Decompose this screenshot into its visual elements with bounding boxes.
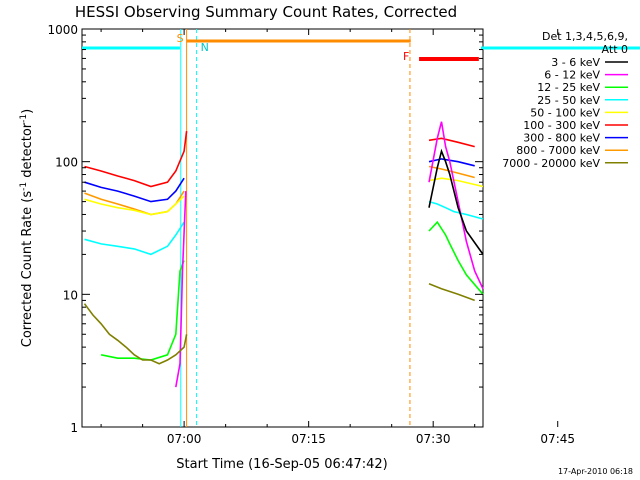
x-tick-label: 07:30 bbox=[416, 432, 451, 446]
series-line-5 bbox=[84, 195, 185, 216]
legend-label: 50 - 100 keV bbox=[530, 106, 600, 119]
series-line-9 bbox=[83, 303, 188, 365]
x-tick-label: 07:15 bbox=[291, 432, 326, 446]
y-tick-label: 100 bbox=[55, 156, 78, 170]
series-line-5 bbox=[428, 177, 484, 188]
series-line-2 bbox=[175, 191, 187, 388]
legend-label: 100 - 300 keV bbox=[523, 119, 600, 132]
series-line-9 bbox=[428, 283, 475, 302]
chart-title: HESSI Observing Summary Count Rates, Cor… bbox=[75, 3, 457, 21]
y-tick-label: 10 bbox=[63, 288, 78, 302]
annotation-S: S bbox=[177, 32, 184, 45]
footer-date-stamp: 17-Apr-2010 06:18 bbox=[558, 467, 633, 476]
legend-label: 6 - 12 keV bbox=[544, 69, 600, 82]
y-axis-label: Corrected Count Rate (s-1 detector-1) bbox=[19, 109, 35, 347]
x-tick-label: 07:45 bbox=[540, 432, 575, 446]
plot-area bbox=[81, 28, 484, 428]
legend-label: 7000 - 20000 keV bbox=[502, 157, 600, 170]
series-line-4 bbox=[428, 200, 484, 220]
series-line-1 bbox=[428, 148, 484, 255]
legend-label: 25 - 50 keV bbox=[537, 94, 600, 107]
y-tick-label: 1 bbox=[70, 421, 78, 435]
legend-label: 300 - 800 keV bbox=[523, 132, 600, 145]
series-line-6 bbox=[84, 131, 188, 188]
series-line-4 bbox=[84, 221, 185, 256]
y-axis-ticks: 1 10 100 1000 bbox=[47, 23, 483, 435]
legend-label: 800 - 7000 keV bbox=[516, 144, 600, 157]
series-line-3 bbox=[100, 260, 185, 361]
legend-label: 12 - 25 keV bbox=[537, 81, 600, 94]
series-line-2 bbox=[428, 121, 484, 290]
x-tick-label: 07:00 bbox=[167, 432, 202, 446]
y-tick-label: 1000 bbox=[47, 23, 78, 37]
series-line-7 bbox=[84, 177, 185, 203]
annotation-N: N bbox=[201, 41, 209, 54]
series-line-6 bbox=[428, 137, 475, 148]
legend-label: 3 - 6 keV bbox=[551, 56, 600, 69]
series-line-3 bbox=[428, 220, 484, 295]
series-layer bbox=[83, 121, 484, 388]
x-axis-label: Start Time (16-Sep-05 06:47:42) bbox=[176, 457, 387, 472]
series-line-8 bbox=[428, 165, 475, 179]
legend-header-line-2: Att 0 bbox=[602, 43, 628, 56]
annotation-F: F bbox=[403, 50, 409, 63]
legend-header-line-1: Det 1,3,4,5,6,9, bbox=[542, 30, 628, 43]
series-line-7 bbox=[428, 158, 475, 167]
plot-frame bbox=[81, 28, 484, 428]
